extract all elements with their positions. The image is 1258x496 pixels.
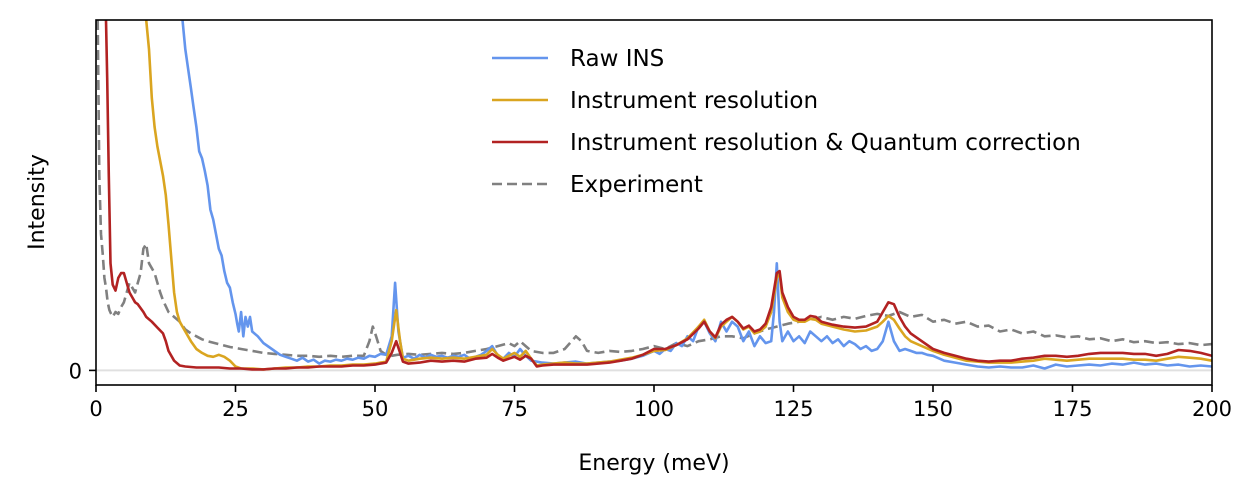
legend-label: Instrument resolution & Quantum correcti… xyxy=(570,130,1081,156)
x-tick-label: 75 xyxy=(501,397,528,421)
x-tick-label: 25 xyxy=(222,397,249,421)
legend-label: Experiment xyxy=(570,172,703,198)
x-axis-label: Energy (meV) xyxy=(578,451,729,476)
y-tick-label: 0 xyxy=(69,359,82,383)
y-axis-label: Intensity xyxy=(25,154,50,250)
y-axis-ticks: 0 xyxy=(69,359,96,383)
series-line-2 xyxy=(104,20,1212,371)
x-tick-label: 200 xyxy=(1192,397,1232,421)
legend-label: Instrument resolution xyxy=(570,88,818,114)
x-tick-label: 100 xyxy=(634,397,674,421)
legend: Raw INS Instrument resolution Instrument r… xyxy=(492,46,1081,198)
plot-frame xyxy=(95,19,1213,386)
x-tick-label: 125 xyxy=(773,397,813,421)
x-axis-ticks: 0 25 50 75 100 125 150 175 200 xyxy=(89,385,1232,421)
x-tick-label: 50 xyxy=(362,397,389,421)
series-layer xyxy=(96,20,1212,371)
legend-label: Raw INS xyxy=(570,46,664,72)
x-tick-label: 0 xyxy=(89,397,102,421)
series-line-3 xyxy=(96,20,1212,359)
x-tick-label: 150 xyxy=(913,397,953,421)
x-tick-label: 175 xyxy=(1052,397,1092,421)
